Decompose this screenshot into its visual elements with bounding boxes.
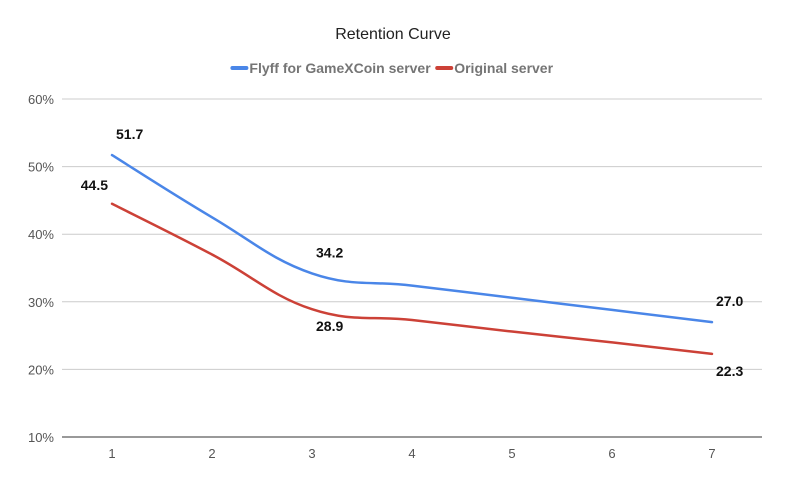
y-tick-label: 50% <box>28 160 54 175</box>
legend: Flyff for GameXCoin server Original serve… <box>230 60 554 76</box>
x-tick-label: 5 <box>508 446 515 461</box>
x-tick-label: 7 <box>708 446 715 461</box>
data-label: 44.5 <box>81 177 108 193</box>
x-tick-label: 6 <box>608 446 615 461</box>
y-tick-label: 30% <box>28 295 54 310</box>
y-tick-label: 40% <box>28 227 54 242</box>
y-tick-label: 20% <box>28 362 54 377</box>
data-label: 51.7 <box>116 126 143 142</box>
x-tick-label: 2 <box>208 446 215 461</box>
chart-title: Retention Curve <box>335 26 451 43</box>
legend-label: Flyff for GameXCoin server <box>249 60 431 76</box>
y-tick-label: 60% <box>28 92 54 107</box>
data-label: 22.3 <box>716 363 743 379</box>
x-tick-label: 3 <box>308 446 315 461</box>
x-tick-label: 1 <box>108 446 115 461</box>
legend-label: Original server <box>454 60 553 76</box>
x-axis: 1 2 3 4 5 6 7 <box>108 446 715 461</box>
data-label: 27.0 <box>716 293 743 309</box>
y-tick-label: 10% <box>28 430 54 445</box>
data-label: 34.2 <box>316 244 343 260</box>
series-line-2 <box>110 202 714 356</box>
series-lines <box>110 153 714 356</box>
series-line-1 <box>110 153 714 324</box>
data-label: 28.9 <box>316 318 343 334</box>
data-labels: 51.7 34.2 27.0 44.5 28.9 22.3 <box>81 126 744 379</box>
x-tick-label: 4 <box>408 446 415 461</box>
y-axis: 10% 20% 30% 40% 50% 60% <box>28 92 54 445</box>
gridlines <box>62 98 762 438</box>
